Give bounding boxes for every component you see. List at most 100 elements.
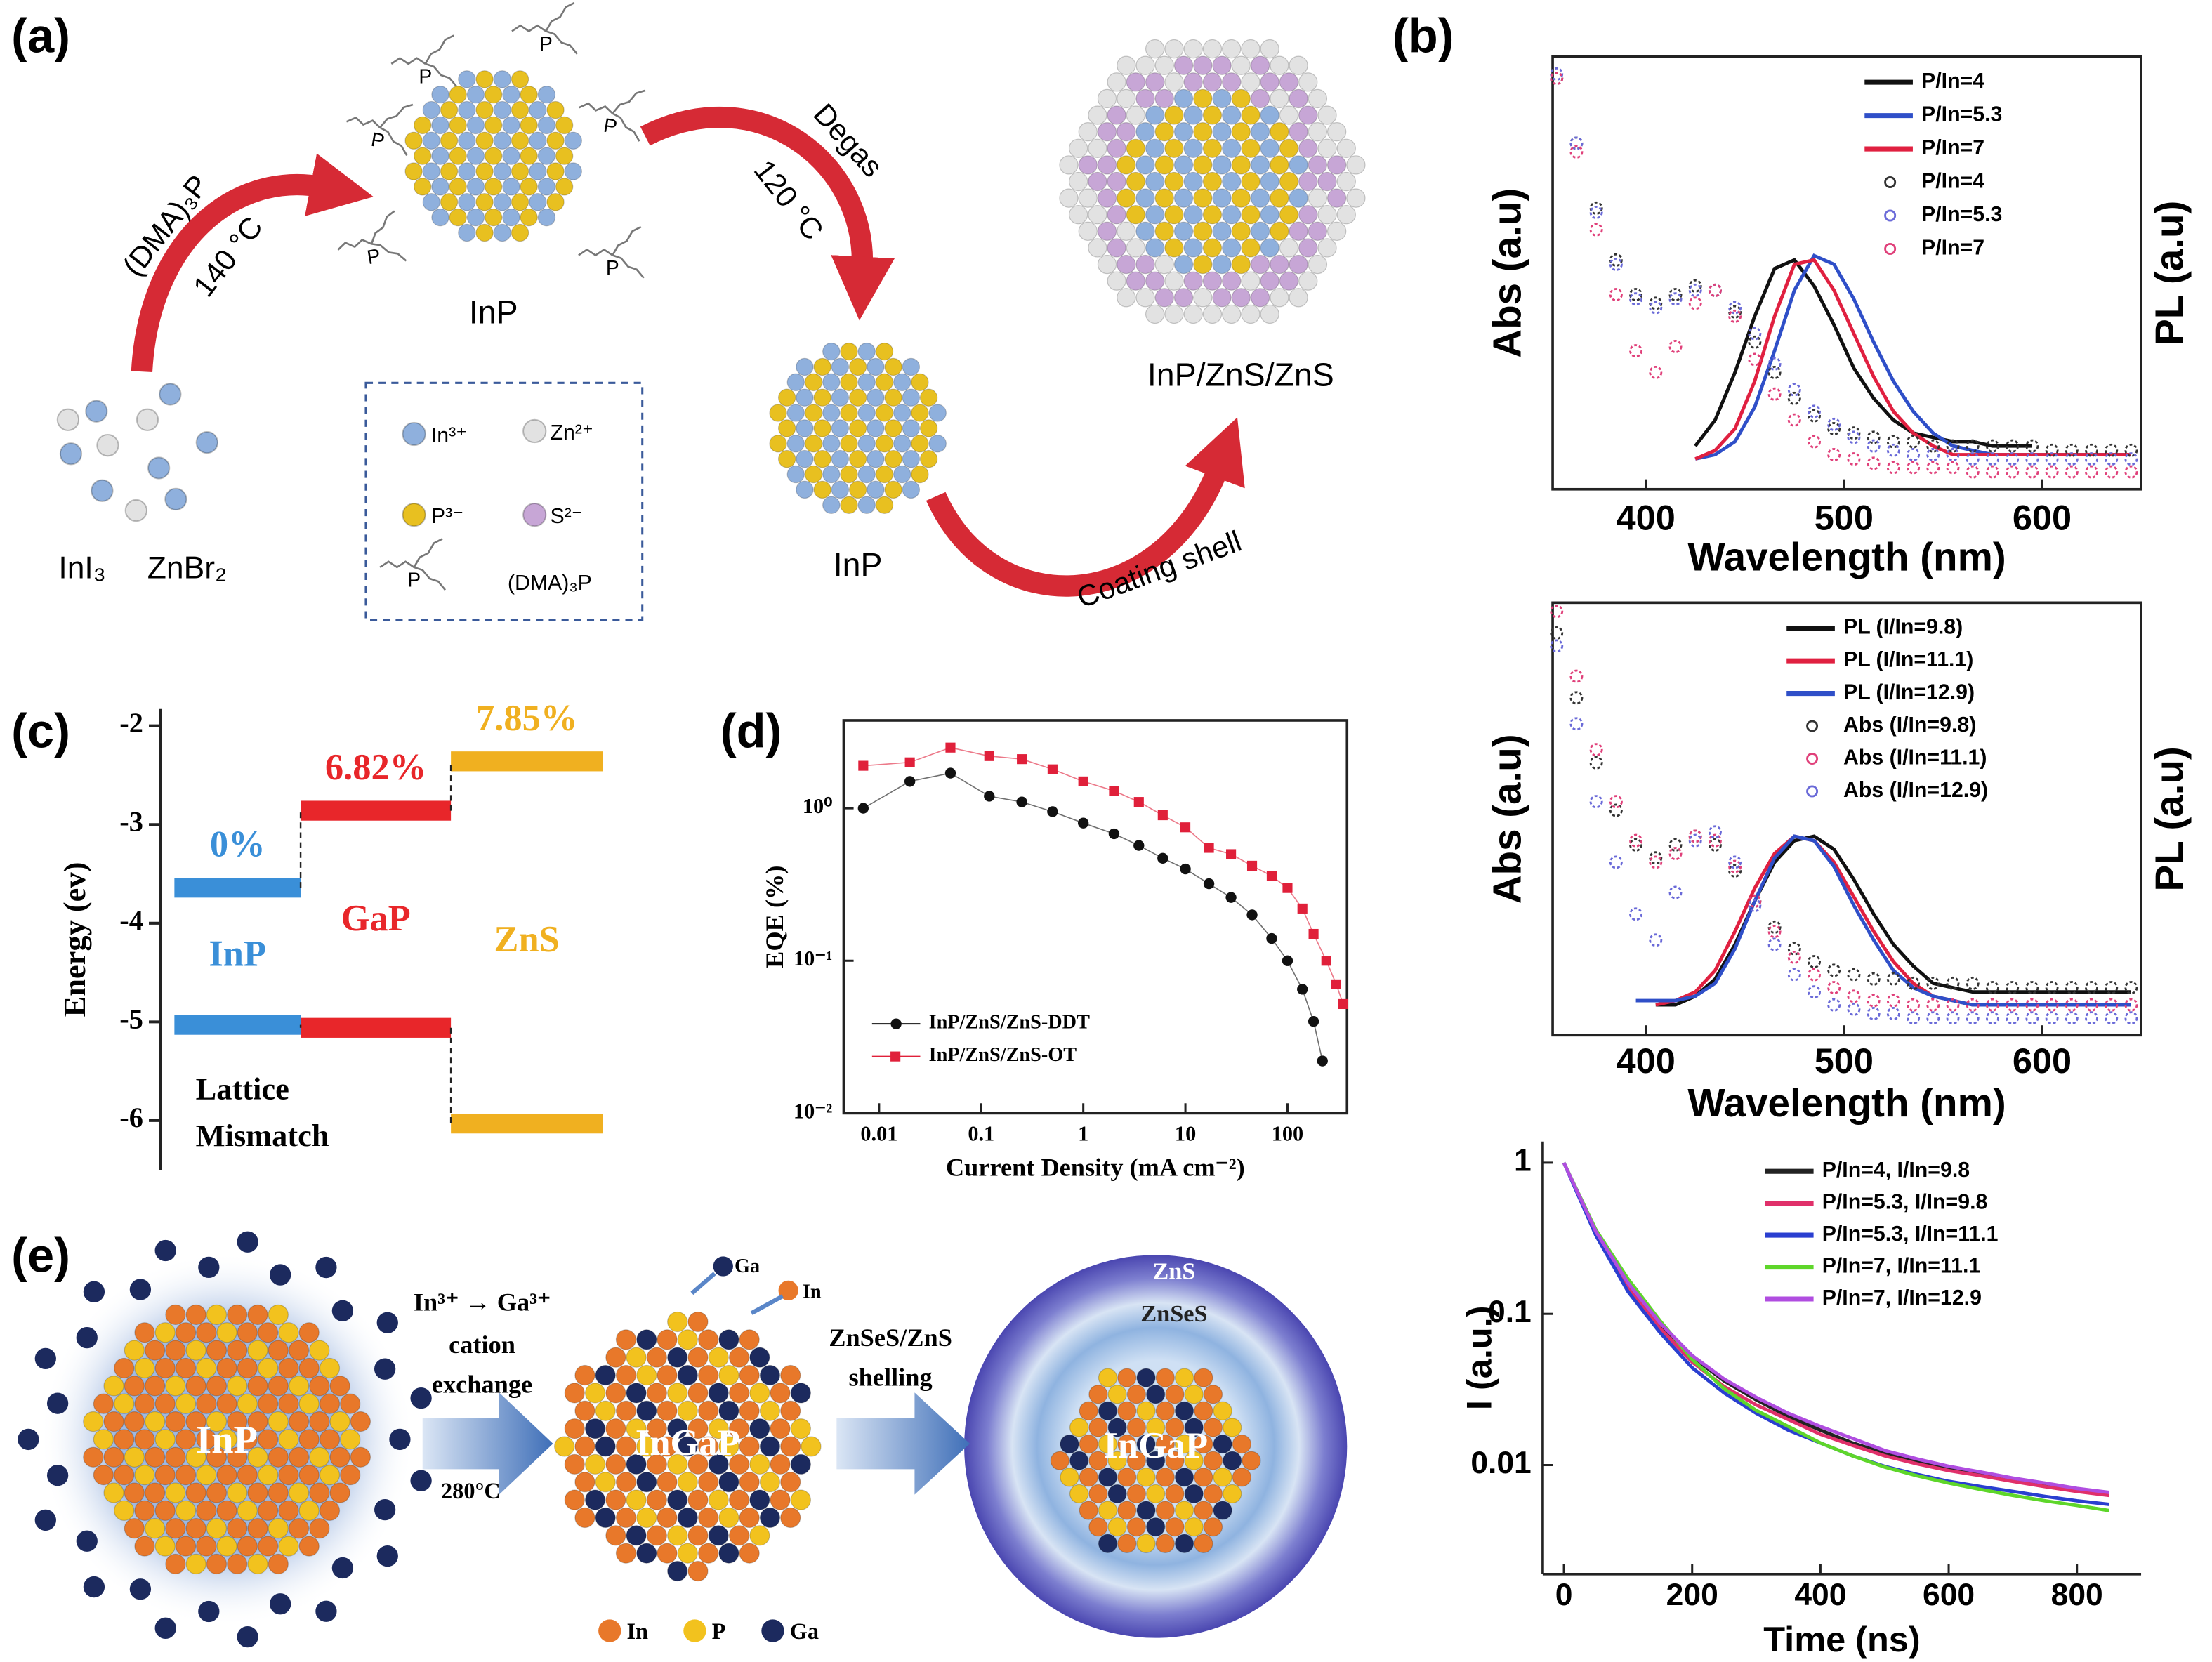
atom <box>422 131 441 150</box>
data-point <box>1808 955 1821 969</box>
ligand-ion <box>376 1312 398 1333</box>
category-label: InP <box>209 933 266 974</box>
atom <box>1231 288 1251 308</box>
data-point <box>1985 1011 1999 1025</box>
data-point <box>1827 998 1841 1012</box>
atom <box>626 1489 647 1510</box>
atom <box>1145 39 1165 59</box>
data-point <box>1708 833 1722 848</box>
atom <box>1202 238 1223 258</box>
atom <box>1088 1418 1108 1437</box>
atom <box>595 1364 616 1386</box>
data-point <box>1133 840 1145 851</box>
atom <box>646 1347 668 1368</box>
atom <box>537 85 556 104</box>
ligand: P <box>379 538 447 591</box>
atom <box>1298 171 1318 192</box>
ligand-chain <box>579 89 646 142</box>
atom <box>247 1411 268 1432</box>
atom <box>1289 221 1308 242</box>
data-point <box>1787 383 1801 397</box>
atom <box>1194 1501 1213 1520</box>
atom <box>247 1482 268 1503</box>
atom <box>867 388 885 407</box>
data-point <box>1589 223 1603 237</box>
atom <box>919 419 938 437</box>
atom <box>831 449 850 468</box>
data-point <box>1827 417 1841 431</box>
atom <box>1308 254 1328 275</box>
atom <box>636 1543 657 1564</box>
data-point <box>1282 883 1293 893</box>
atom <box>520 178 538 196</box>
ligand-chain <box>379 538 447 591</box>
data-point <box>2025 998 2039 1012</box>
atom <box>216 1357 237 1379</box>
data-point <box>1966 998 1980 1012</box>
atom <box>165 1304 186 1326</box>
atom <box>1117 1534 1137 1553</box>
data-point <box>1203 878 1215 890</box>
data-point <box>1569 691 1584 705</box>
atom <box>196 1536 217 1557</box>
ligand-ion <box>154 1239 176 1262</box>
data-point <box>2045 998 2059 1012</box>
atom <box>247 1446 268 1468</box>
atom <box>1260 171 1279 192</box>
data-point <box>1808 409 1821 423</box>
data-point <box>1668 885 1683 899</box>
data-point <box>1886 994 1900 1008</box>
atom <box>1145 1484 1166 1504</box>
atom <box>1155 1434 1175 1454</box>
atom <box>1126 171 1146 192</box>
atom <box>1203 1517 1223 1537</box>
atom <box>605 1418 626 1439</box>
atom <box>893 435 911 453</box>
atom <box>1117 1368 1137 1387</box>
atom <box>1097 254 1117 275</box>
data-point <box>1847 426 1861 440</box>
legend-label: P/In=5.3 <box>1921 103 2002 126</box>
data-point <box>1728 855 1742 869</box>
data-point <box>1767 920 1782 934</box>
data-point <box>1589 743 1603 757</box>
atom <box>605 1453 626 1475</box>
atom <box>728 1347 750 1368</box>
data-point <box>1649 855 1663 869</box>
atom <box>247 1376 268 1397</box>
atom <box>1145 105 1165 125</box>
ligand-ion <box>46 1465 69 1486</box>
atom <box>431 208 449 227</box>
atom <box>636 1436 657 1457</box>
atom <box>667 1311 688 1333</box>
atom <box>759 1507 781 1529</box>
atom <box>1279 138 1299 158</box>
data-point <box>2085 998 2098 1012</box>
data-point <box>1629 344 1643 358</box>
atom <box>687 1418 709 1439</box>
atom <box>749 1525 770 1546</box>
data-point <box>2006 465 2020 479</box>
atom <box>268 1553 289 1575</box>
atom <box>154 1393 176 1414</box>
atom <box>553 1436 575 1457</box>
atom <box>278 1393 299 1414</box>
atom <box>493 70 512 88</box>
atom <box>422 193 441 211</box>
data-point <box>2045 452 2059 466</box>
x-tick-label: 500 <box>1815 498 1874 538</box>
atom <box>1097 188 1117 208</box>
atom <box>475 223 494 242</box>
atom <box>1126 1517 1147 1537</box>
data-point <box>2006 998 2020 1012</box>
data-point <box>1728 859 1742 873</box>
atom <box>657 1329 678 1350</box>
atom <box>449 178 467 196</box>
y2-axis-label: PL (a.u) <box>2147 201 2191 345</box>
atom <box>848 419 867 437</box>
atom <box>555 147 574 165</box>
ligand-ion <box>18 1428 39 1451</box>
atom <box>857 373 876 392</box>
atom <box>1088 138 1107 158</box>
series-line <box>1562 1161 2109 1498</box>
